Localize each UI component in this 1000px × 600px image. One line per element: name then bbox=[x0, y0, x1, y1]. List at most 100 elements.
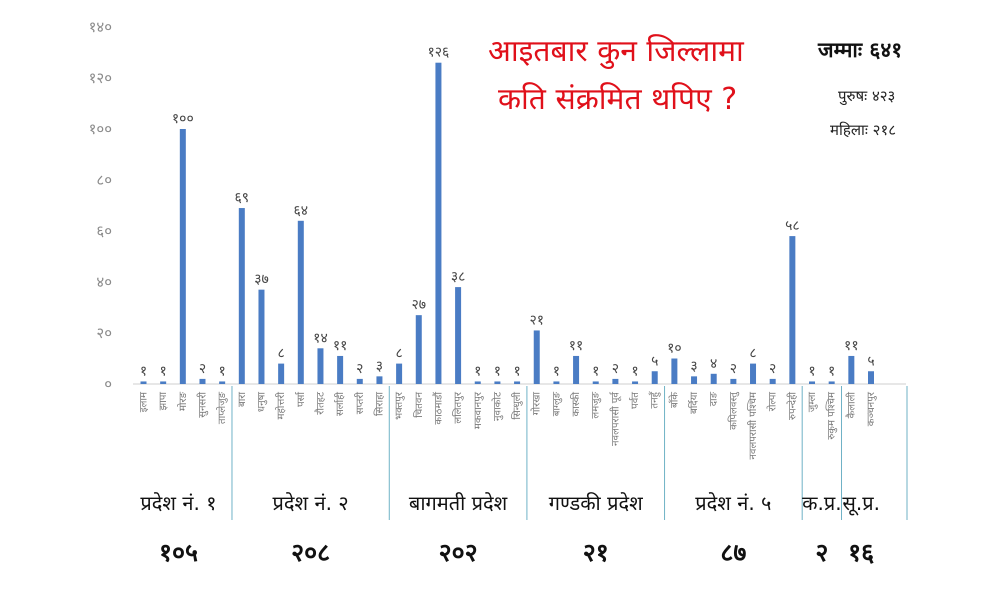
bar bbox=[219, 381, 226, 384]
province-total: १०५ bbox=[159, 538, 198, 567]
bar-value-label: १ bbox=[553, 363, 560, 379]
bar bbox=[356, 378, 363, 384]
bar-value-label: ६४ bbox=[294, 203, 309, 219]
bar bbox=[769, 378, 776, 384]
bar bbox=[376, 376, 383, 384]
province-name: बागमती प्रदेश bbox=[409, 491, 508, 515]
bar-value-label: ८ bbox=[395, 346, 402, 362]
province-total: ८७ bbox=[720, 538, 746, 567]
category-label: ललितपुर bbox=[452, 391, 464, 424]
bar-value-label: १ bbox=[631, 363, 638, 379]
bar-value-label: २१ bbox=[529, 312, 544, 328]
category-label: रुपन्देही bbox=[786, 392, 798, 420]
bar bbox=[730, 378, 737, 384]
bar bbox=[199, 378, 206, 384]
bar-value-label: १ bbox=[513, 363, 520, 379]
province-total: २१ bbox=[583, 538, 609, 567]
y-tick-label: ० bbox=[104, 375, 112, 393]
category-label: भक्तपुर bbox=[394, 391, 405, 420]
bar-value-label: १ bbox=[828, 363, 835, 379]
category-label: बाग्लुङ bbox=[551, 391, 562, 416]
bar-value-label: १०० bbox=[172, 111, 194, 127]
y-tick-label: ६० bbox=[96, 222, 112, 240]
province-name: गण्डकी प्रदेश bbox=[549, 491, 643, 515]
bar-value-label: ३८ bbox=[451, 269, 466, 285]
bar bbox=[710, 373, 717, 384]
y-tick-label: १२० bbox=[89, 69, 112, 87]
bar bbox=[415, 315, 422, 384]
category-label: इलाम bbox=[139, 391, 150, 412]
bar-value-label: १ bbox=[140, 363, 147, 379]
category-label: धनुषा bbox=[256, 392, 267, 412]
bar bbox=[828, 381, 835, 384]
bar bbox=[553, 381, 560, 384]
bar bbox=[651, 371, 658, 384]
bar-value-label: १ bbox=[474, 363, 481, 379]
bar-value-label: ६९ bbox=[235, 190, 250, 206]
y-tick-label: ८० bbox=[96, 171, 112, 189]
bar-value-label: ५ bbox=[651, 353, 658, 369]
province-total: २०८ bbox=[291, 538, 330, 567]
bar-value-label: २ bbox=[199, 361, 206, 377]
category-label: जुम्ला bbox=[807, 392, 818, 413]
y-tick-label: १४० bbox=[89, 18, 112, 36]
category-label: मोरङ bbox=[177, 391, 189, 411]
bar bbox=[179, 129, 186, 384]
category-label: रौतहट bbox=[314, 391, 326, 415]
bar bbox=[238, 208, 245, 384]
category-label: नवलपरासी पूर्व bbox=[609, 391, 621, 446]
category-label: काठमाडौं bbox=[432, 392, 444, 425]
female-cases: महिलाः २१८ bbox=[830, 121, 897, 139]
headline-line-2: कति संक्रमित थपिए ? bbox=[498, 82, 738, 117]
bar bbox=[533, 330, 540, 384]
bar-value-label: ५ bbox=[867, 353, 874, 369]
bar-value-label: ८ bbox=[749, 346, 756, 362]
bar-value-label: १४ bbox=[313, 330, 328, 346]
category-label: झापा bbox=[158, 392, 169, 411]
bar-value-label: ३७ bbox=[254, 272, 269, 288]
category-label: महोत्तरी bbox=[275, 392, 287, 420]
bar-value-label: ८ bbox=[277, 346, 284, 362]
province-total: १६ bbox=[848, 538, 874, 567]
bar bbox=[297, 220, 304, 384]
category-label: गोरखा bbox=[531, 392, 543, 415]
province-total: २ bbox=[815, 538, 828, 567]
bar bbox=[632, 381, 639, 384]
category-label: सिराहा bbox=[373, 392, 385, 416]
category-label: रुकुम पश्चिम bbox=[826, 391, 838, 440]
category-label: पर्सा bbox=[295, 391, 307, 407]
category-label: ताप्लेजुङ bbox=[216, 391, 228, 424]
bar-value-label: ३ bbox=[376, 358, 383, 374]
province-total: २०२ bbox=[439, 538, 478, 567]
category-label: कञ्चनपुर bbox=[866, 391, 877, 426]
category-label: तनहुँ bbox=[649, 391, 662, 409]
bar-value-label: २ bbox=[356, 361, 363, 377]
category-label: बर्दिया bbox=[688, 392, 700, 414]
bar bbox=[612, 378, 619, 384]
bar bbox=[809, 381, 816, 384]
category-label: सप्तरी bbox=[354, 392, 366, 415]
category-label: मकवानपुर bbox=[473, 391, 484, 429]
bar bbox=[317, 348, 324, 384]
bar bbox=[848, 355, 855, 384]
bar bbox=[514, 381, 521, 384]
category-label: बारा bbox=[237, 392, 248, 407]
bar-value-label: १ bbox=[808, 363, 815, 379]
category-label: कैलाली bbox=[845, 392, 857, 419]
bar bbox=[592, 381, 599, 384]
bar-value-label: १२६ bbox=[428, 45, 450, 61]
category-label: सुनसरी bbox=[196, 392, 208, 418]
total-cases: जम्माः ६४१ bbox=[818, 38, 903, 62]
bar-value-label: २ bbox=[730, 361, 737, 377]
bar bbox=[140, 381, 147, 384]
male-cases: पुरुषः ४२३ bbox=[838, 87, 896, 105]
category-label: कपिलवस्तु bbox=[727, 391, 739, 430]
bar bbox=[278, 363, 285, 384]
bar-value-label: ११ bbox=[569, 338, 584, 354]
category-label: बाँके bbox=[668, 392, 680, 408]
bar-value-label: ११ bbox=[333, 338, 348, 354]
bar bbox=[455, 287, 462, 384]
category-label: दाङ bbox=[709, 391, 720, 406]
bar-value-label: ४ bbox=[710, 356, 717, 372]
